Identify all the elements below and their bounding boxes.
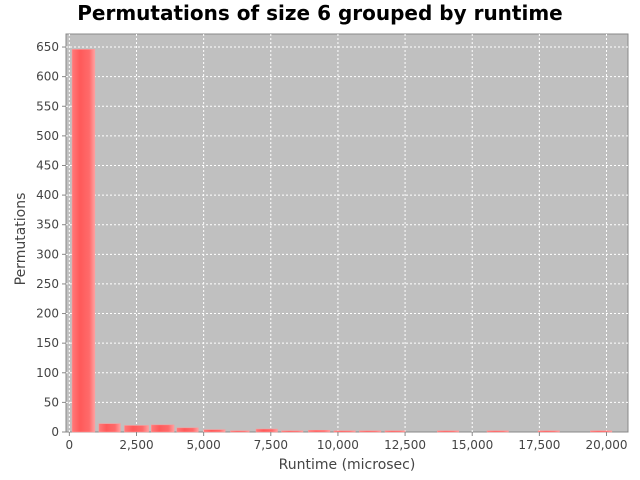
x-tick-label: 20,000 <box>586 438 628 452</box>
histogram-bar <box>230 430 250 433</box>
y-tick-label: 0 <box>51 425 59 439</box>
x-tick-label: 10,000 <box>317 438 359 452</box>
histogram-bar <box>98 423 121 433</box>
histogram-bar <box>151 424 175 433</box>
y-tick-label: 450 <box>36 158 59 172</box>
bars <box>71 49 613 433</box>
x-axis-label: Runtime (microsec) <box>279 457 416 473</box>
y-tick-label: 350 <box>36 218 59 232</box>
x-tick-label: 0 <box>66 438 74 452</box>
histogram-bar <box>590 430 613 433</box>
chart-title: Permutations of size 6 grouped by runtim… <box>77 1 563 25</box>
histogram-bar <box>437 430 460 433</box>
y-tick-label: 600 <box>36 70 59 84</box>
grid-lines <box>66 34 628 432</box>
y-tick-label: 150 <box>36 336 59 350</box>
y-tick-label: 300 <box>36 247 59 261</box>
y-tick-label: 250 <box>36 277 59 291</box>
y-tick-label: 50 <box>44 395 59 409</box>
x-tick-label: 12,500 <box>384 438 426 452</box>
x-tick-label: 17,500 <box>518 438 560 452</box>
histogram-bar <box>203 429 226 433</box>
histogram-bar <box>359 430 382 433</box>
y-tick-label: 400 <box>36 188 59 202</box>
histogram-bar <box>124 425 149 433</box>
y-axis-label: Permutations <box>13 193 29 286</box>
y-tick-label: 550 <box>36 99 59 113</box>
x-tick-label: 5,000 <box>186 438 220 452</box>
y-tick-label: 650 <box>36 40 59 54</box>
histogram-bar <box>71 49 96 433</box>
y-tick-label: 100 <box>36 366 59 380</box>
x-tick-label: 2,500 <box>119 438 153 452</box>
histogram-bar <box>255 428 278 433</box>
axes: 0 50 100 150 200 250 300 350 400 450 500 550 600 650 0… <box>36 40 627 452</box>
histogram-bar <box>281 430 304 433</box>
y-tick-label: 200 <box>36 307 59 321</box>
y-tick-label: 500 <box>36 129 59 143</box>
plot-area <box>65 33 629 433</box>
histogram-bar <box>308 429 331 433</box>
histogram-bar <box>486 430 509 433</box>
x-tick-label: 7,500 <box>254 438 288 452</box>
histogram-bar <box>384 430 406 433</box>
histogram-bar <box>176 427 199 433</box>
x-tick-label: 15,000 <box>451 438 493 452</box>
histogram-bar <box>333 430 356 433</box>
histogram-bar <box>537 430 560 433</box>
